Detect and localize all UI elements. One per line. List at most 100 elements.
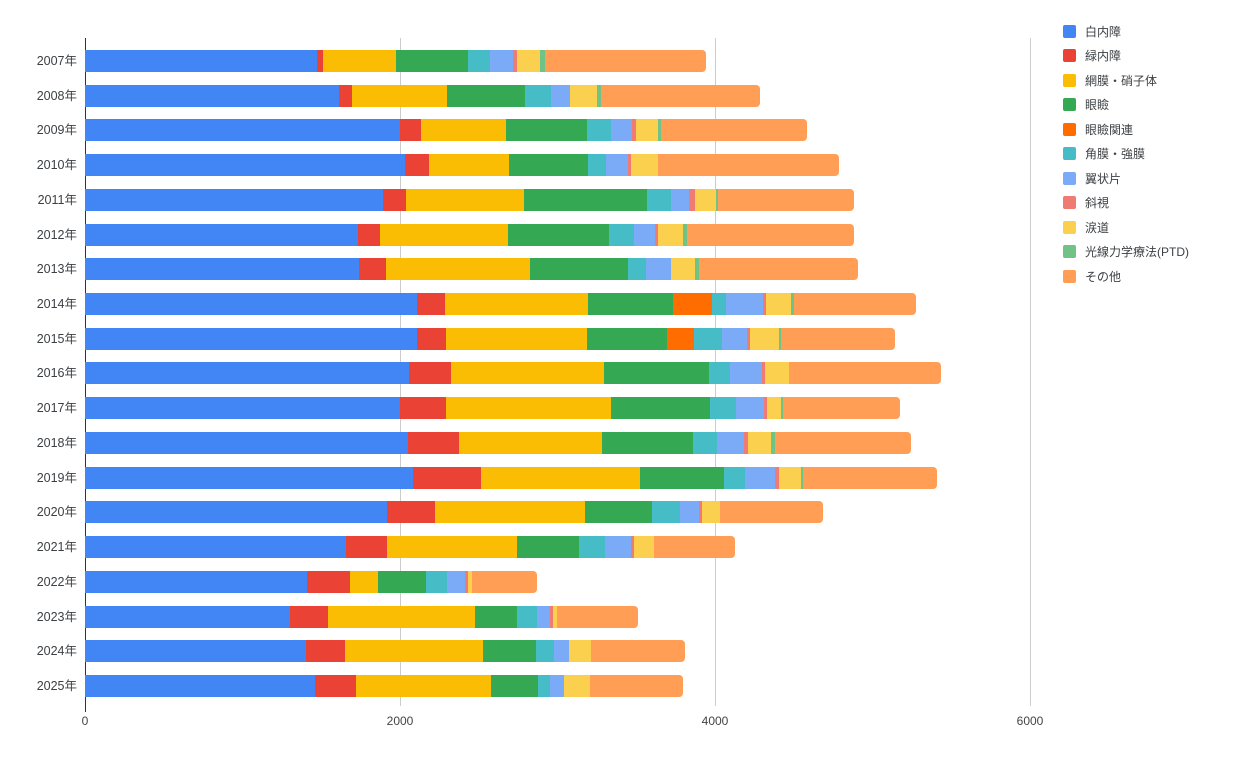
bar-segment[interactable] bbox=[763, 397, 767, 420]
bar-segment[interactable] bbox=[658, 154, 840, 177]
bar-segment[interactable] bbox=[516, 50, 541, 72]
bar-segment[interactable] bbox=[630, 154, 659, 177]
bar-segment[interactable] bbox=[699, 501, 703, 524]
bar-segment[interactable] bbox=[744, 466, 775, 489]
bar-segment[interactable] bbox=[404, 154, 430, 177]
bar-segment[interactable] bbox=[715, 188, 719, 211]
bar-segment[interactable] bbox=[682, 223, 687, 246]
bar-segment[interactable] bbox=[434, 501, 586, 524]
bar-segment[interactable] bbox=[316, 50, 323, 72]
bar-segment[interactable] bbox=[750, 327, 779, 350]
bar-segment[interactable] bbox=[587, 119, 612, 142]
bar-segment[interactable] bbox=[537, 674, 551, 697]
bar-segment[interactable] bbox=[695, 258, 700, 281]
bar-segment[interactable] bbox=[778, 466, 801, 489]
bar-segment[interactable] bbox=[400, 397, 446, 420]
bar-segment[interactable] bbox=[774, 431, 912, 454]
bar-segment[interactable] bbox=[646, 258, 671, 281]
bar-segment[interactable] bbox=[417, 327, 446, 350]
bar-segment[interactable] bbox=[305, 640, 345, 663]
bar-segment[interactable] bbox=[632, 119, 637, 142]
bar-segment[interactable] bbox=[85, 293, 418, 316]
bar-segment[interactable] bbox=[355, 674, 491, 697]
bar-segment[interactable] bbox=[695, 188, 716, 211]
bar-segment[interactable] bbox=[85, 674, 315, 697]
bar-segment[interactable] bbox=[765, 362, 789, 385]
bar-segment[interactable] bbox=[314, 674, 356, 697]
bar-segment[interactable] bbox=[385, 258, 530, 281]
bar-segment[interactable] bbox=[377, 570, 426, 593]
bar-segment[interactable] bbox=[585, 501, 652, 524]
bar-segment[interactable] bbox=[630, 536, 634, 559]
bar-segment[interactable] bbox=[710, 397, 737, 420]
bar-segment[interactable] bbox=[563, 674, 590, 697]
bar-segment[interactable] bbox=[508, 154, 589, 177]
bar-segment[interactable] bbox=[338, 84, 352, 107]
bar-segment[interactable] bbox=[686, 223, 854, 246]
bar-segment[interactable] bbox=[774, 466, 779, 489]
bar-segment[interactable] bbox=[719, 501, 823, 524]
bar-segment[interactable] bbox=[588, 154, 606, 177]
bar-segment[interactable] bbox=[472, 570, 537, 593]
bar-segment[interactable] bbox=[655, 223, 659, 246]
bar-segment[interactable] bbox=[467, 570, 473, 593]
bar-segment[interactable] bbox=[85, 50, 317, 72]
bar-segment[interactable] bbox=[429, 154, 509, 177]
bar-segment[interactable] bbox=[647, 188, 671, 211]
bar-segment[interactable] bbox=[380, 223, 508, 246]
bar-segment[interactable] bbox=[550, 605, 553, 628]
bar-segment[interactable] bbox=[609, 223, 634, 246]
bar-segment[interactable] bbox=[85, 154, 405, 177]
bar-segment[interactable] bbox=[783, 397, 901, 420]
bar-segment[interactable] bbox=[666, 327, 694, 350]
bar-segment[interactable] bbox=[699, 258, 859, 281]
bar-segment[interactable] bbox=[459, 431, 602, 454]
bar-segment[interactable] bbox=[781, 397, 784, 420]
bar-segment[interactable] bbox=[344, 640, 483, 663]
bar-segment[interactable] bbox=[600, 84, 760, 107]
bar-segment[interactable] bbox=[766, 293, 792, 316]
bar-segment[interactable] bbox=[660, 119, 808, 142]
bar-segment[interactable] bbox=[85, 605, 290, 628]
bar-segment[interactable] bbox=[447, 84, 526, 107]
bar-segment[interactable] bbox=[651, 501, 680, 524]
bar-segment[interactable] bbox=[407, 431, 460, 454]
bar-segment[interactable] bbox=[85, 431, 408, 454]
bar-segment[interactable] bbox=[445, 327, 588, 350]
bar-segment[interactable] bbox=[489, 50, 513, 72]
bar-segment[interactable] bbox=[481, 466, 641, 489]
bar-segment[interactable] bbox=[540, 50, 545, 72]
bar-segment[interactable] bbox=[359, 258, 386, 281]
bar-segment[interactable] bbox=[603, 362, 709, 385]
bar-segment[interactable] bbox=[736, 397, 764, 420]
bar-segment[interactable] bbox=[517, 536, 579, 559]
bar-segment[interactable] bbox=[85, 362, 410, 385]
bar-segment[interactable] bbox=[604, 536, 631, 559]
bar-segment[interactable] bbox=[346, 536, 388, 559]
bar-segment[interactable] bbox=[611, 397, 711, 420]
bar-segment[interactable] bbox=[762, 362, 766, 385]
bar-segment[interactable] bbox=[467, 50, 490, 72]
bar-segment[interactable] bbox=[658, 223, 683, 246]
bar-segment[interactable] bbox=[744, 431, 749, 454]
bar-segment[interactable] bbox=[447, 570, 466, 593]
bar-segment[interactable] bbox=[670, 188, 689, 211]
bar-segment[interactable] bbox=[729, 362, 763, 385]
bar-segment[interactable] bbox=[85, 327, 418, 350]
bar-segment[interactable] bbox=[717, 431, 745, 454]
bar-segment[interactable] bbox=[588, 293, 674, 316]
bar-segment[interactable] bbox=[445, 397, 612, 420]
bar-segment[interactable] bbox=[387, 536, 518, 559]
bar-segment[interactable] bbox=[328, 605, 475, 628]
bar-segment[interactable] bbox=[718, 188, 854, 211]
bar-segment[interactable] bbox=[474, 605, 518, 628]
bar-segment[interactable] bbox=[781, 327, 896, 350]
bar-segment[interactable] bbox=[396, 50, 468, 72]
bar-segment[interactable] bbox=[482, 640, 537, 663]
bar-segment[interactable] bbox=[770, 431, 775, 454]
bar-segment[interactable] bbox=[568, 640, 592, 663]
bar-segment[interactable] bbox=[425, 570, 448, 593]
bar-segment[interactable] bbox=[400, 119, 422, 142]
bar-segment[interactable] bbox=[803, 466, 938, 489]
bar-segment[interactable] bbox=[601, 431, 693, 454]
